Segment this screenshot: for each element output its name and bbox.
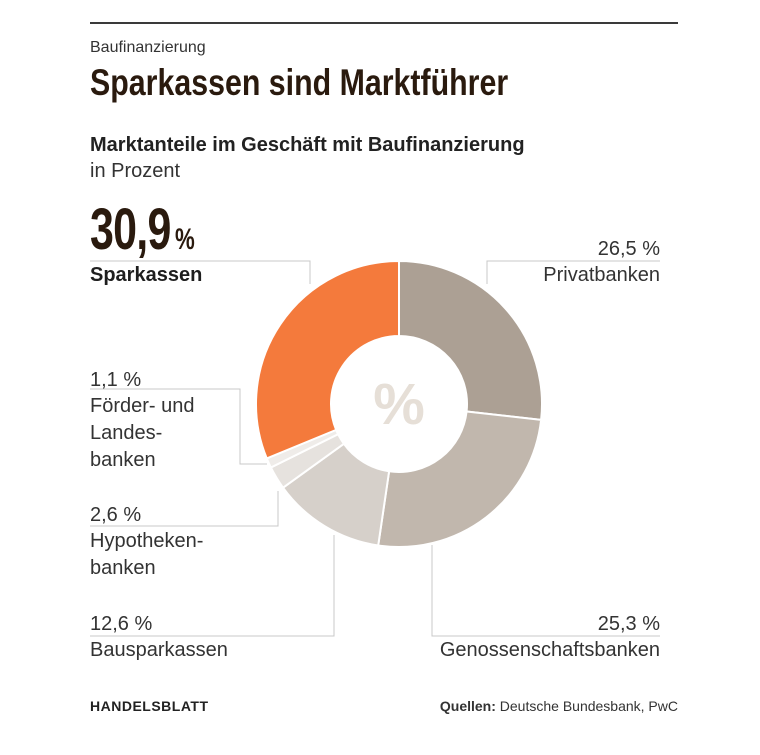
highlight-unit: % <box>175 223 195 256</box>
name-privatbanken: Privatbanken <box>543 264 660 286</box>
slice-sparkassen <box>255 259 400 460</box>
leader-line-genossenschaftsbanken <box>431 545 660 637</box>
value-bausparkassen: 12,6 % <box>90 613 153 635</box>
slice-privatbanken <box>398 259 543 421</box>
name-genossenschaftsbanken: Genossenschaftsbanken <box>439 639 660 661</box>
leader-line-sparkassen <box>90 260 311 284</box>
top-rule <box>90 22 678 24</box>
source-label: Quellen: <box>439 698 496 714</box>
brand-logo: HANDELSBLATT <box>90 698 209 714</box>
name-hypothekenbanken: Hypotheken- banken <box>90 530 204 579</box>
leader-line-hypothekenbanken <box>90 491 279 527</box>
value-hypothekenbanken: 2,6 % <box>90 504 142 526</box>
headline: Sparkassen sind Marktführer <box>90 62 509 103</box>
slice-genossenschaftsbanken <box>377 410 543 548</box>
name-bausparkassen: Bausparkassen <box>90 639 228 661</box>
center-percent-symbol: % <box>373 372 425 437</box>
highlight-value: 30,9% <box>90 196 195 263</box>
value-privatbanken: 26,5 % <box>597 238 660 260</box>
unit-label: in Prozent <box>90 160 181 182</box>
label-sparkassen: Sparkassen <box>90 264 203 286</box>
leader-line-bausparkassen <box>90 535 335 637</box>
leader-lines <box>90 260 660 637</box>
chart-subtitle: Marktanteile im Geschäft mit Baufinanzie… <box>90 134 525 156</box>
leader-line-foerderbanken <box>90 388 267 465</box>
value-genossenschaftsbanken: 25,3 % <box>597 613 660 635</box>
kicker: Baufinanzierung <box>90 39 206 56</box>
highlight-number: 30,9 <box>90 197 171 262</box>
name-foerderbanken: Förder- und Landes- banken <box>90 395 195 471</box>
value-foerderbanken: 1,1 % <box>90 369 142 391</box>
source-text: Deutsche Bundesbank, PwC <box>499 698 678 714</box>
donut-slices <box>255 259 543 548</box>
source-note: Quellen: Deutsche Bundesbank, PwC <box>440 698 678 714</box>
leader-line-privatbanken <box>486 260 660 284</box>
